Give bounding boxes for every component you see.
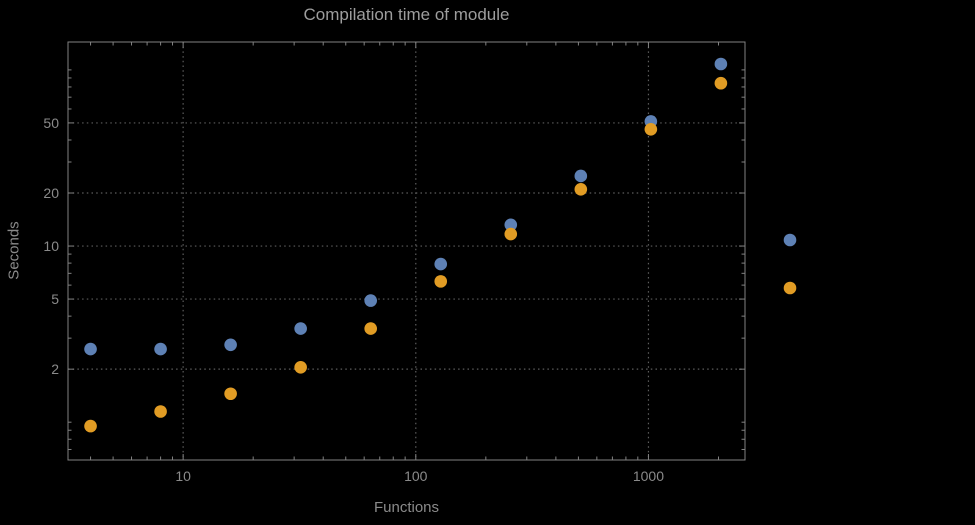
x-tick-label: 10	[175, 468, 191, 484]
data-point-series-2	[84, 419, 97, 433]
data-point-series-1	[434, 257, 448, 271]
data-point-series-2	[504, 227, 518, 241]
x-tick-label: 1000	[633, 468, 664, 484]
data-point-series-1	[364, 294, 377, 307]
plot-frame	[67, 41, 746, 461]
y-tick-label: 20	[43, 185, 59, 201]
x-axis-label: Functions	[373, 499, 440, 516]
y-axis-label: Seconds	[5, 221, 23, 280]
data-point-series-1	[294, 322, 307, 335]
data-point-series-1	[84, 342, 97, 356]
data-point-series-2	[294, 360, 307, 374]
data-point-series-1	[154, 342, 167, 356]
data-point-series-2	[574, 182, 588, 196]
legend-marker-series-2	[783, 281, 797, 295]
data-point-series-2	[644, 122, 658, 136]
data-point-series-2	[434, 275, 448, 288]
data-point-series-1	[504, 218, 518, 232]
y-tick-label: 50	[43, 115, 59, 131]
legend-marker-series-1	[783, 233, 797, 247]
data-point-series-2	[224, 387, 237, 401]
data-point-series-2	[364, 322, 377, 335]
x-tick-label: 100	[404, 468, 428, 484]
data-point-series-1	[714, 57, 728, 71]
y-tick-label: 10	[43, 238, 59, 254]
data-point-series-1	[224, 338, 237, 352]
data-point-series-2	[154, 405, 167, 418]
chart-title: Compilation time of module	[303, 5, 510, 24]
data-point-series-1	[574, 169, 588, 183]
y-tick-label: 2	[51, 361, 59, 377]
data-point-series-2	[714, 76, 728, 90]
y-tick-label: 5	[51, 291, 59, 307]
